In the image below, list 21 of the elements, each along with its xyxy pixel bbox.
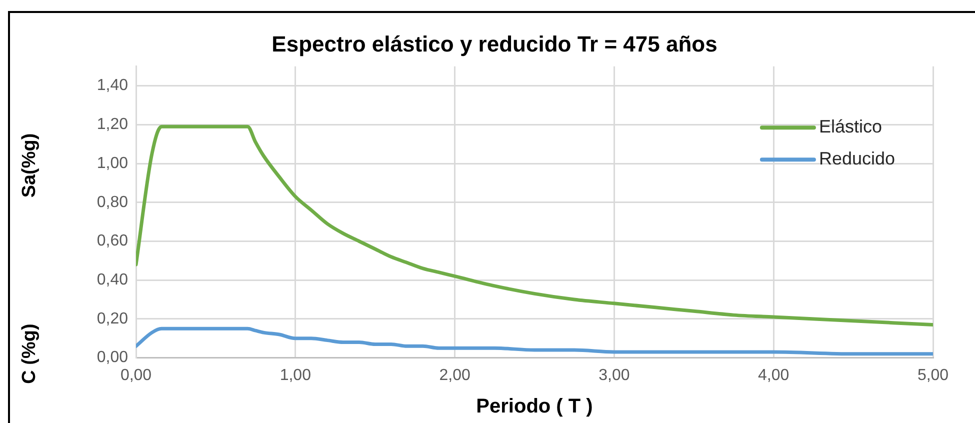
y-tick-label: 0,00 <box>96 349 128 366</box>
x-tick-label: 5,00 <box>917 366 949 384</box>
y-tick-label: 1,40 <box>96 77 128 94</box>
text: C (%g) <box>19 324 40 384</box>
y-tick-label: 0,60 <box>96 232 128 250</box>
legend-label: Elástico <box>818 116 882 137</box>
chart-title: Espectro elástico y reducido Tr = 475 años <box>272 31 718 56</box>
y-tick-label: 1,00 <box>96 154 128 172</box>
x-tick-label: 1,00 <box>280 366 312 384</box>
y-tick-label: 0,20 <box>96 310 128 328</box>
x-tick-label: 0,00 <box>120 366 152 384</box>
legend-label: Reducido <box>818 148 896 169</box>
x-tick-label: 3,00 <box>598 366 630 384</box>
x-tick-label: 4,00 <box>758 366 790 384</box>
x-tick-label: 2,00 <box>439 366 470 384</box>
y-axis-title: Sa(%g) <box>19 133 40 198</box>
y-tick-label: 0,80 <box>96 194 128 211</box>
y-tick-label: 0,40 <box>96 272 128 288</box>
x-axis-title: Periodo ( T ) <box>476 396 593 418</box>
y-tick-label: 1,20 <box>96 116 128 134</box>
line-series <box>136 326 933 356</box>
